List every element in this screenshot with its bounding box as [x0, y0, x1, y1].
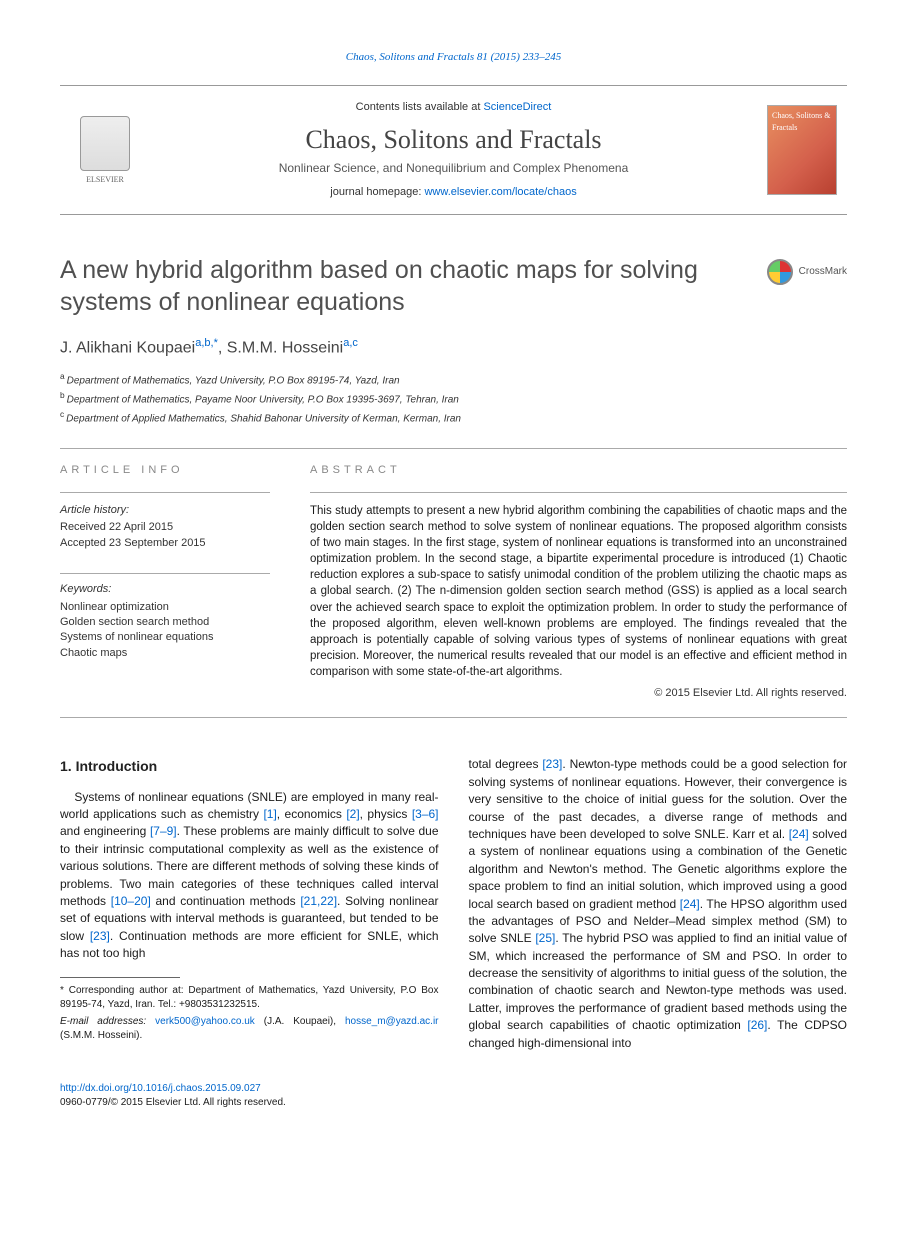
- crossmark-badge[interactable]: CrossMark: [767, 259, 847, 285]
- keywords-head: Keywords:: [60, 582, 270, 597]
- info-abstract-row: ARTICLE INFO Article history: Received 2…: [60, 463, 847, 718]
- t: and engineering: [60, 824, 150, 838]
- author-2-affiliations[interactable]: a,c: [343, 337, 358, 349]
- contents-prefix: Contents lists available at: [356, 101, 484, 113]
- footnotes-block: * Corresponding author at: Department of…: [60, 984, 439, 1043]
- cite-2[interactable]: [2]: [346, 807, 359, 821]
- article-history-head: Article history:: [60, 503, 270, 518]
- crossmark-label: CrossMark: [799, 265, 847, 279]
- keyword-3: Systems of nonlinear equations: [60, 630, 270, 645]
- journal-name: Chaos, Solitons and Fractals: [140, 122, 767, 158]
- section-1-heading: 1. Introduction: [60, 756, 439, 776]
- affiliation-b: bDepartment of Mathematics, Payame Noor …: [60, 389, 847, 408]
- journal-subtitle: Nonlinear Science, and Nonequilibrium an…: [140, 160, 767, 177]
- t: , physics: [360, 807, 412, 821]
- copyright-line: © 2015 Elsevier Ltd. All rights reserved…: [310, 686, 847, 701]
- affiliation-a: aDepartment of Mathematics, Yazd Univers…: [60, 370, 847, 389]
- email-2-link[interactable]: hosse_m@yazd.ac.ir: [345, 1016, 439, 1027]
- abstract-head: ABSTRACT: [310, 463, 847, 478]
- keyword-2: Golden section search method: [60, 615, 270, 630]
- cite-7-9[interactable]: [7–9]: [150, 824, 177, 838]
- cite-23b[interactable]: [23]: [542, 757, 562, 771]
- cite-24a[interactable]: [24]: [789, 827, 809, 841]
- crossmark-icon: [767, 259, 793, 285]
- corresponding-author-note: * Corresponding author at: Department of…: [60, 984, 439, 1012]
- journal-homepage-line: journal homepage: www.elsevier.com/locat…: [140, 185, 767, 200]
- affiliations-block: aDepartment of Mathematics, Yazd Univers…: [60, 370, 847, 428]
- cite-10-20[interactable]: [10–20]: [111, 894, 151, 908]
- keyword-4: Chaotic maps: [60, 646, 270, 661]
- masthead-center: Contents lists available at ScienceDirec…: [140, 100, 767, 200]
- elsevier-logo: ELSEVIER: [70, 110, 140, 190]
- affiliation-c-text: Department of Applied Mathematics, Shahi…: [66, 414, 461, 425]
- cite-24b[interactable]: [24]: [680, 897, 700, 911]
- author-2-name: S.M.M. Hosseini: [227, 339, 343, 356]
- cite-23a[interactable]: [23]: [90, 929, 110, 943]
- authors-line: J. Alikhani Koupaeia,b,*, S.M.M. Hossein…: [60, 336, 847, 360]
- cite-1[interactable]: [1]: [263, 807, 276, 821]
- cite-21-22[interactable]: [21,22]: [300, 894, 337, 908]
- keyword-1: Nonlinear optimization: [60, 600, 270, 615]
- t: , economics: [277, 807, 347, 821]
- affiliation-b-text: Department of Mathematics, Payame Noor U…: [67, 394, 459, 405]
- t: total degrees: [469, 757, 543, 771]
- author-separator: ,: [218, 339, 227, 356]
- elsevier-tree-icon: [80, 116, 130, 171]
- doi-link[interactable]: http://dx.doi.org/10.1016/j.chaos.2015.0…: [60, 1083, 261, 1094]
- issn-copyright: 0960-0779/© 2015 Elsevier Ltd. All right…: [60, 1096, 847, 1110]
- email-2-who: (S.M.M. Hosseini).: [60, 1030, 142, 1041]
- footer-block: http://dx.doi.org/10.1016/j.chaos.2015.0…: [60, 1082, 847, 1110]
- page: Chaos, Solitons and Fractals 81 (2015) 2…: [0, 0, 907, 1150]
- body-two-columns: 1. Introduction Systems of nonlinear equ…: [60, 756, 847, 1052]
- email-1-link[interactable]: verk500@yahoo.co.uk: [155, 1016, 255, 1027]
- author-1-name: J. Alikhani Koupaei: [60, 339, 195, 356]
- abstract-column: ABSTRACT This study attempts to present …: [310, 463, 847, 702]
- title-block: A new hybrid algorithm based on chaotic …: [60, 255, 847, 318]
- footnote-separator: [60, 977, 180, 978]
- author-1-affiliations[interactable]: a,b,: [195, 337, 213, 349]
- affiliation-a-text: Department of Mathematics, Yazd Universi…: [67, 375, 400, 386]
- kw-rule: [60, 573, 270, 574]
- t: . Continuation methods are more efficien…: [60, 929, 439, 960]
- rule-bottom: [60, 717, 847, 718]
- homepage-prefix: journal homepage:: [330, 186, 424, 198]
- masthead: ELSEVIER Contents lists available at Sci…: [60, 85, 847, 215]
- email-1-who: (J.A. Koupaei),: [255, 1016, 345, 1027]
- running-header: Chaos, Solitons and Fractals 81 (2015) 2…: [60, 50, 847, 65]
- intro-paragraph-2: total degrees [23]. Newton-type methods …: [469, 756, 848, 1052]
- rule-top: [60, 448, 847, 449]
- affiliation-c: cDepartment of Applied Mathematics, Shah…: [60, 408, 847, 427]
- intro-paragraph-1: Systems of nonlinear equations (SNLE) ar…: [60, 789, 439, 963]
- t: and continuation methods: [151, 894, 301, 908]
- homepage-link[interactable]: www.elsevier.com/locate/chaos: [424, 186, 576, 198]
- cite-26[interactable]: [26]: [747, 1018, 767, 1032]
- history-accepted: Accepted 23 September 2015: [60, 536, 270, 551]
- article-info-head: ARTICLE INFO: [60, 463, 270, 478]
- cite-25[interactable]: [25]: [535, 931, 555, 945]
- cite-3-6[interactable]: [3–6]: [412, 807, 439, 821]
- abstract-rule: [310, 492, 847, 493]
- article-title: A new hybrid algorithm based on chaotic …: [60, 255, 700, 318]
- info-rule: [60, 492, 270, 493]
- sciencedirect-link[interactable]: ScienceDirect: [483, 101, 551, 113]
- history-received: Received 22 April 2015: [60, 520, 270, 535]
- email-prefix: E-mail addresses:: [60, 1016, 155, 1027]
- article-info-column: ARTICLE INFO Article history: Received 2…: [60, 463, 270, 702]
- journal-cover-thumbnail: Chaos, Solitons & Fractals: [767, 105, 837, 195]
- email-addresses-note: E-mail addresses: verk500@yahoo.co.uk (J…: [60, 1015, 439, 1043]
- abstract-text: This study attempts to present a new hyb…: [310, 503, 847, 680]
- elsevier-label: ELSEVIER: [86, 174, 124, 185]
- contents-available-line: Contents lists available at ScienceDirec…: [140, 100, 767, 115]
